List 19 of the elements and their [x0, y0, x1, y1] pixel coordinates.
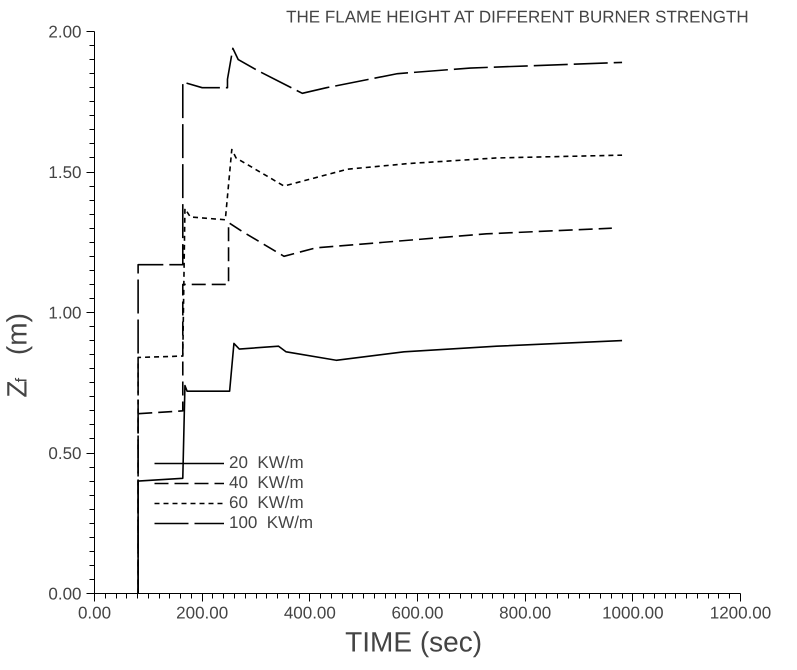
y-tick-label: 0.00 — [48, 584, 82, 604]
y-tick-label: 0.50 — [48, 444, 82, 463]
legend-label: 20 KW/m — [229, 453, 304, 473]
x-tick-label: 800.00 — [499, 604, 552, 622]
x-tick-label: 0.00 — [78, 604, 112, 622]
x-tick-label: 1000.00 — [602, 604, 664, 622]
legend-label: 40 KW/m — [229, 473, 304, 493]
x-axis-title: TIME (sec) — [345, 626, 482, 658]
y-tick-label: 1.50 — [48, 163, 82, 182]
x-tick-label: 1200.00 — [710, 604, 772, 622]
text: Zf (m) — [2, 313, 32, 398]
x-tick-label: 200.00 — [176, 604, 228, 622]
legend-label: 100 KW/m — [229, 513, 314, 533]
chart-title: THE FLAME HEIGHT AT DIFFERENT BURNER STRENGTH — [286, 8, 749, 26]
y-tick-label: 2.00 — [48, 22, 82, 42]
y-tick-label: 1.00 — [48, 304, 82, 322]
legend-label: 60 KW/m — [229, 493, 304, 513]
x-tick-label: 600.00 — [392, 604, 444, 622]
x-tick-label: 400.00 — [284, 604, 336, 622]
